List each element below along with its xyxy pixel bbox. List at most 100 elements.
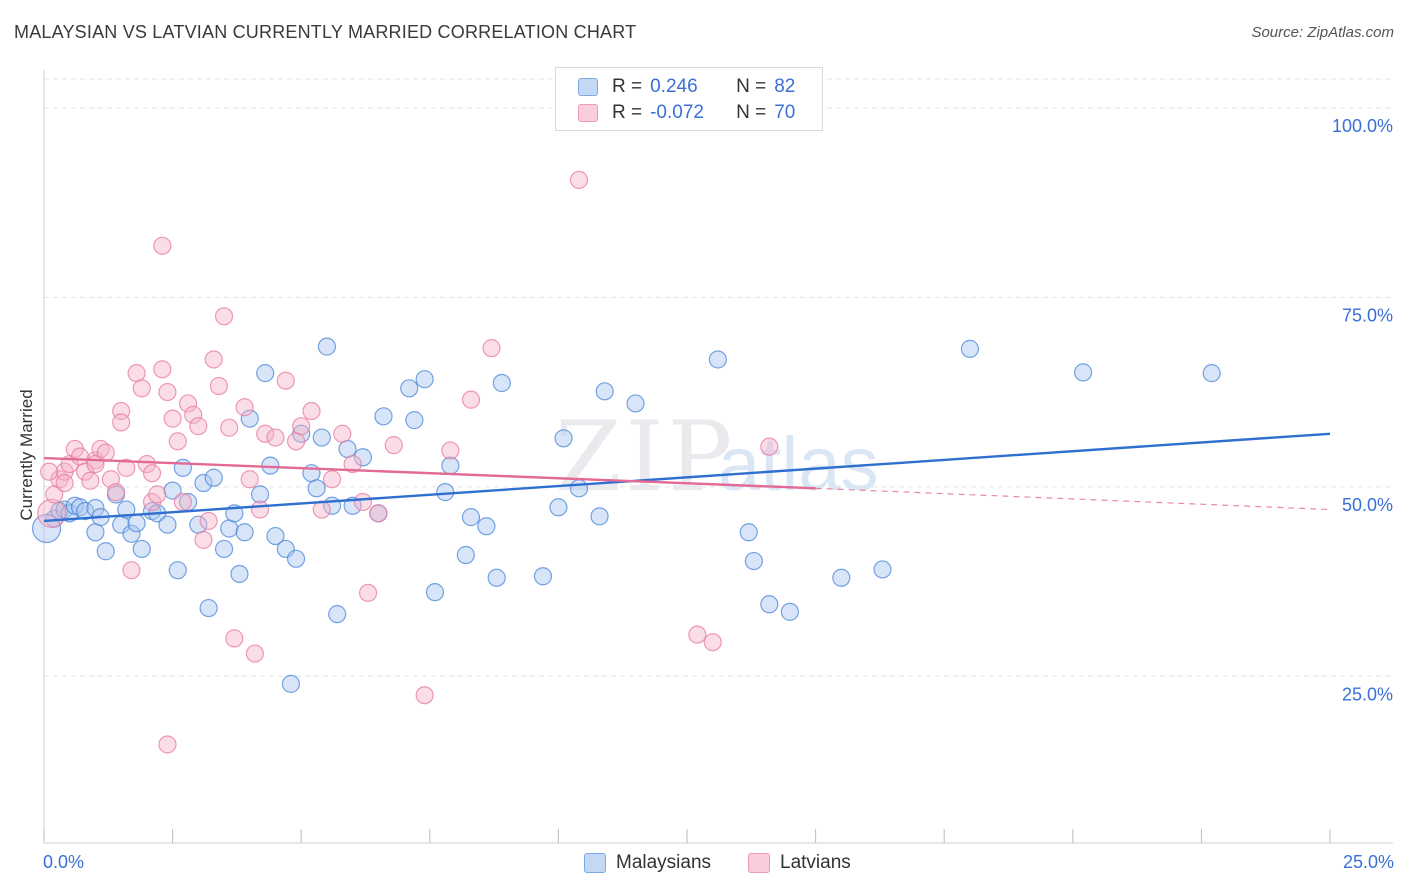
- point-latvians: [302, 401, 321, 421]
- point-latvians: [322, 470, 342, 489]
- point-latvians: [122, 561, 141, 580]
- point-malaysians: [328, 605, 347, 624]
- point-malaysians: [317, 337, 337, 356]
- point-latvians: [142, 464, 162, 483]
- point-malaysians: [86, 523, 105, 542]
- legend-swatch-latvians: [578, 104, 598, 122]
- point-malaysians: [415, 370, 434, 389]
- point-malaysians: [461, 508, 481, 527]
- point-malaysians: [744, 551, 763, 571]
- point-malaysians: [250, 485, 270, 504]
- point-latvians: [178, 394, 198, 413]
- legend-row-latvians: R = -0.072 N = 70: [578, 101, 795, 125]
- point-malaysians: [436, 483, 455, 502]
- point-malaysians: [240, 409, 259, 428]
- point-malaysians: [595, 382, 614, 401]
- point-latvians: [214, 307, 234, 326]
- point-latvians: [240, 470, 259, 489]
- point-latvians: [189, 417, 208, 436]
- point-malaysians: [338, 439, 357, 459]
- point-malaysians: [492, 373, 511, 393]
- point-malaysians: [353, 448, 373, 467]
- legend-r-label: R =: [612, 102, 643, 123]
- legend-label-malaysians: Malaysians: [616, 852, 712, 873]
- legend-item-malaysians[interactable]: Malaysians: [584, 852, 711, 874]
- point-malaysians: [204, 468, 223, 487]
- point-latvians: [286, 432, 306, 451]
- point-malaysians: [1073, 363, 1093, 382]
- point-latvians: [168, 432, 187, 451]
- point-latvians: [163, 409, 182, 428]
- point-latvians: [132, 379, 151, 398]
- point-malaysians: [708, 350, 727, 369]
- point-latvians: [76, 462, 95, 481]
- y-tick-label: 50.0%: [1342, 495, 1393, 515]
- x-tick-label-max: 25.0%: [1342, 852, 1394, 872]
- legend-n-value: 82: [774, 76, 796, 97]
- point-latvians: [153, 236, 172, 255]
- x-tick-label-min: 0.0%: [43, 852, 85, 872]
- point-latvians: [184, 405, 203, 424]
- legend-n-label: N =: [736, 76, 767, 97]
- point-malaysians: [31, 513, 62, 544]
- point-latvians: [55, 473, 74, 493]
- point-latvians: [209, 376, 228, 396]
- legend-r-value: -0.072: [650, 102, 704, 123]
- legend-r-value: 0.246: [650, 76, 698, 97]
- point-latvians: [353, 492, 373, 512]
- point-latvians: [199, 511, 218, 531]
- legend-n-label: N =: [736, 102, 767, 123]
- point-malaysians: [194, 473, 213, 493]
- trend-line-latvians: [43, 456, 816, 490]
- legend-label-latvians: Latvians: [780, 852, 851, 873]
- point-latvians: [250, 500, 270, 519]
- legend-r-label: R =: [612, 76, 643, 97]
- point-latvians: [292, 417, 311, 436]
- y-tick-label: 25.0%: [1342, 684, 1393, 704]
- trend-extension-latvians: [815, 487, 1331, 511]
- point-malaysians: [76, 501, 95, 521]
- legend-swatch-malaysians: [578, 78, 598, 96]
- legend-swatch-latvians: [748, 853, 770, 873]
- point-malaysians: [312, 428, 331, 447]
- series-points: [31, 170, 1221, 754]
- point-latvians: [81, 471, 100, 490]
- point-latvians: [276, 371, 295, 390]
- point-latvians: [688, 625, 707, 644]
- point-malaysians: [626, 394, 645, 413]
- point-latvians: [384, 436, 403, 455]
- legend-row-malaysians: R = 0.246 N = 82: [578, 75, 795, 99]
- stats-legend: R = 0.246 N = 82 R = -0.072 N = 70: [555, 67, 823, 131]
- point-latvians: [194, 530, 213, 549]
- point-malaysians: [569, 479, 589, 498]
- series-malaysians: [31, 337, 1221, 693]
- point-latvians: [148, 485, 167, 504]
- point-malaysians: [266, 526, 285, 546]
- point-latvians: [153, 360, 172, 379]
- point-latvians: [86, 454, 105, 474]
- point-malaysians: [214, 539, 234, 559]
- point-latvians: [482, 339, 501, 358]
- point-latvians: [158, 735, 177, 754]
- point-latvians: [256, 424, 275, 443]
- point-latvians: [225, 629, 244, 648]
- point-malaysians: [1202, 364, 1221, 383]
- point-malaysians: [554, 429, 573, 448]
- legend-swatch-malaysians: [584, 853, 606, 873]
- point-latvians: [235, 398, 254, 417]
- watermark-atlas: atlas: [718, 422, 879, 507]
- legend-item-latvians[interactable]: Latvians: [748, 852, 851, 874]
- point-latvians: [40, 462, 59, 481]
- point-malaysians: [343, 496, 362, 515]
- point-latvians: [220, 418, 239, 437]
- point-malaysians: [400, 379, 419, 398]
- point-latvians: [70, 447, 90, 466]
- point-latvians: [37, 498, 67, 528]
- point-malaysians: [590, 507, 609, 526]
- point-malaysians: [173, 458, 192, 477]
- trend-lines: [43, 432, 1331, 523]
- y-tick-label: 100.0%: [1332, 116, 1393, 136]
- point-malaysians: [127, 514, 146, 533]
- point-latvians: [173, 492, 192, 512]
